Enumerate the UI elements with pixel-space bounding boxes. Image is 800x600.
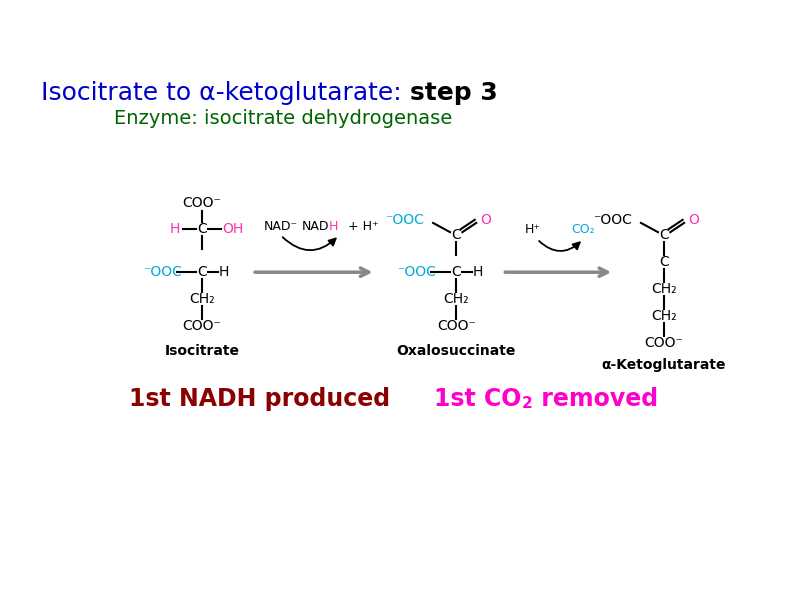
Text: Oxalosuccinate: Oxalosuccinate — [397, 344, 516, 358]
Text: C: C — [198, 265, 207, 279]
Text: O: O — [688, 213, 698, 227]
Text: CH₂: CH₂ — [190, 292, 215, 306]
Text: α-Ketoglutarate: α-Ketoglutarate — [602, 358, 726, 371]
Text: C: C — [659, 255, 669, 269]
Text: CO₂: CO₂ — [571, 223, 595, 236]
Text: H: H — [218, 265, 229, 279]
Text: ⁻OOC: ⁻OOC — [142, 265, 182, 279]
Text: removed: removed — [534, 387, 658, 411]
Text: H: H — [473, 265, 483, 279]
Text: ⁻OOC: ⁻OOC — [385, 213, 424, 227]
Text: 1st CO: 1st CO — [434, 387, 522, 411]
Text: Isocitrate: Isocitrate — [165, 344, 240, 358]
Text: COO⁻: COO⁻ — [182, 196, 222, 210]
Text: ⁻OOC: ⁻OOC — [593, 213, 632, 227]
Text: C: C — [198, 222, 207, 236]
Text: COO⁻: COO⁻ — [182, 319, 222, 333]
Text: CH₂: CH₂ — [443, 292, 469, 306]
Text: H: H — [329, 220, 338, 232]
Text: CH₂: CH₂ — [651, 309, 677, 323]
Text: H: H — [170, 222, 180, 236]
Text: + H⁺: + H⁺ — [349, 220, 379, 232]
Text: NAD: NAD — [302, 220, 329, 232]
FancyArrowPatch shape — [539, 241, 580, 251]
Text: C: C — [659, 228, 669, 242]
Text: step 3: step 3 — [410, 81, 498, 105]
Text: CH₂: CH₂ — [651, 282, 677, 296]
Text: NAD⁻: NAD⁻ — [263, 220, 298, 232]
FancyArrowPatch shape — [282, 237, 336, 250]
Text: OH: OH — [222, 222, 243, 236]
Text: 2: 2 — [522, 395, 533, 410]
Text: O: O — [480, 213, 491, 227]
Text: Enzyme: isocitrate dehydrogenase: Enzyme: isocitrate dehydrogenase — [114, 109, 452, 128]
Text: 1st NADH produced: 1st NADH produced — [130, 387, 390, 411]
Text: ⁻OOC: ⁻OOC — [397, 265, 435, 279]
Text: COO⁻: COO⁻ — [437, 319, 476, 333]
Text: Isocitrate to α-ketoglutarate:: Isocitrate to α-ketoglutarate: — [42, 81, 410, 105]
Text: C: C — [451, 228, 461, 242]
Text: C: C — [451, 265, 461, 279]
Text: H⁺: H⁺ — [526, 223, 542, 236]
Text: COO⁻: COO⁻ — [645, 336, 683, 350]
